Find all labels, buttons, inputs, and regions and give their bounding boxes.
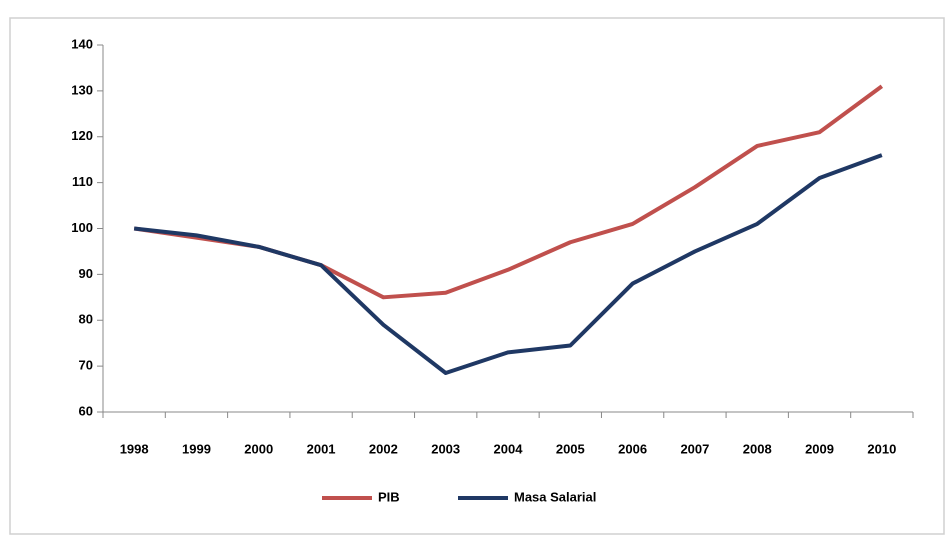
y-tick-label: 120 [71, 128, 93, 143]
y-tick-label: 80 [79, 312, 93, 327]
x-tick-label: 2005 [556, 441, 585, 456]
legend-label: Masa Salarial [514, 489, 596, 504]
x-tick-label: 2004 [494, 441, 524, 456]
chart-frame [9, 17, 945, 535]
x-tick-label: 2007 [680, 441, 709, 456]
y-tick-label: 60 [79, 403, 93, 418]
x-tick-label: 2010 [867, 441, 896, 456]
y-tick-label: 90 [79, 266, 93, 281]
line-series [133, 153, 883, 376]
legend-label: PIB [378, 489, 400, 504]
y-tick-label: 100 [71, 220, 93, 235]
x-tick-label: 2006 [618, 441, 647, 456]
x-tick-label: 2003 [431, 441, 460, 456]
y-tick-label: 70 [79, 358, 93, 373]
y-tick-label: 110 [72, 174, 93, 189]
x-tick-label: 2008 [743, 441, 772, 456]
x-tick-label: 2009 [805, 441, 834, 456]
x-tick-label: 2002 [369, 441, 398, 456]
x-tick-label: 1999 [182, 441, 211, 456]
x-tick-label: 2000 [244, 441, 273, 456]
x-tick-label: 2001 [307, 441, 336, 456]
y-tick-label: 140 [71, 36, 93, 51]
x-tick-label: 1998 [120, 441, 149, 456]
y-tick-label: 130 [71, 82, 93, 97]
